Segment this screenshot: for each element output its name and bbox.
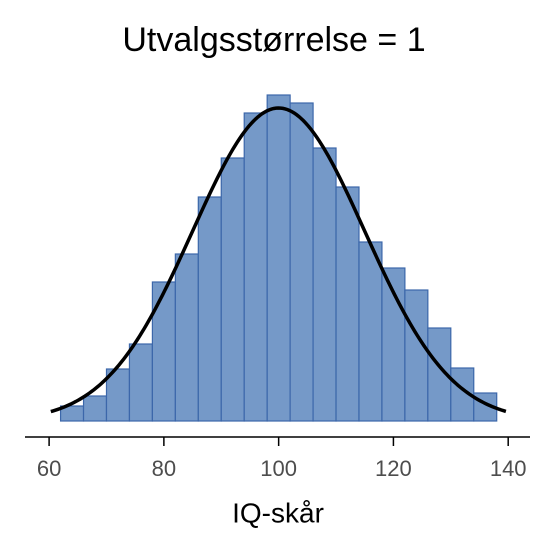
bar [82,395,108,422]
bar [358,241,383,422]
bar [174,253,199,422]
bar [151,281,176,422]
bar [243,112,268,422]
bar [266,94,291,422]
bar [220,157,245,422]
bar [335,186,360,422]
chart-title: Utvalgsstørrelse = 1 [122,21,425,59]
density-curve [50,106,507,414]
x-tick-label: 80 [152,456,176,481]
bar [312,147,337,422]
bar [404,289,429,422]
bar [128,343,153,422]
x-tick-label: 120 [375,456,412,481]
x-tick-label: 140 [490,456,527,481]
x-tick-label: 60 [37,456,61,481]
x-tick-label: 100 [260,456,297,481]
bar [197,196,222,422]
x-axis-title: IQ-skår [232,497,324,528]
bar [289,102,314,422]
